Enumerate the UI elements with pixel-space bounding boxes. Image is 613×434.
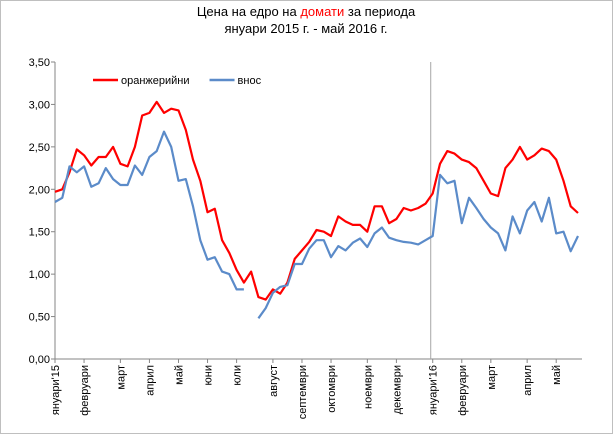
x-tick-label: януари'16	[428, 365, 440, 415]
title-part: Цена на едро на	[197, 4, 301, 19]
y-tick-label: 1,50	[29, 227, 50, 239]
y-tick-label: 0,00	[29, 354, 50, 366]
x-tick-label: август	[268, 365, 280, 397]
x-tick-label: май	[173, 365, 185, 385]
x-tick-label: февруари	[79, 365, 91, 416]
x-tick-label: юли	[232, 365, 244, 386]
x-tick-label: януари'15	[50, 365, 62, 415]
x-tick-label: ноември	[362, 365, 374, 409]
chart-subtitle: януари 2015 г. - май 2016 г.	[224, 21, 387, 36]
legend-label: оранжерийни	[121, 75, 190, 87]
y-tick-label: 0,50	[29, 312, 50, 324]
title-part: за периода	[344, 4, 416, 19]
series-line	[54, 100, 579, 301]
x-tick-label: май	[551, 365, 563, 385]
y-tick-label: 3,00	[29, 99, 50, 111]
x-tick-label: април	[522, 365, 534, 396]
x-tick-label: септември	[297, 365, 309, 419]
x-tick-label: април	[144, 365, 156, 396]
y-tick-label: 1,00	[29, 269, 50, 281]
x-tick-label: март	[115, 365, 127, 390]
chart-title: Цена на едро на домати за периода	[197, 4, 416, 19]
y-tick-label: 3,50	[29, 57, 50, 69]
x-tick-label: февруари	[457, 365, 469, 416]
x-tick-label: март	[486, 365, 498, 390]
x-tick-label: декември	[391, 365, 403, 414]
x-tick-label: юни	[203, 365, 215, 385]
title-highlight: домати	[300, 4, 344, 19]
x-tick-label: октомври	[326, 365, 338, 413]
y-tick-label: 2,00	[29, 184, 50, 196]
legend-label: внос	[238, 75, 262, 87]
series-line	[54, 130, 579, 319]
y-tick-label: 2,50	[29, 142, 50, 154]
